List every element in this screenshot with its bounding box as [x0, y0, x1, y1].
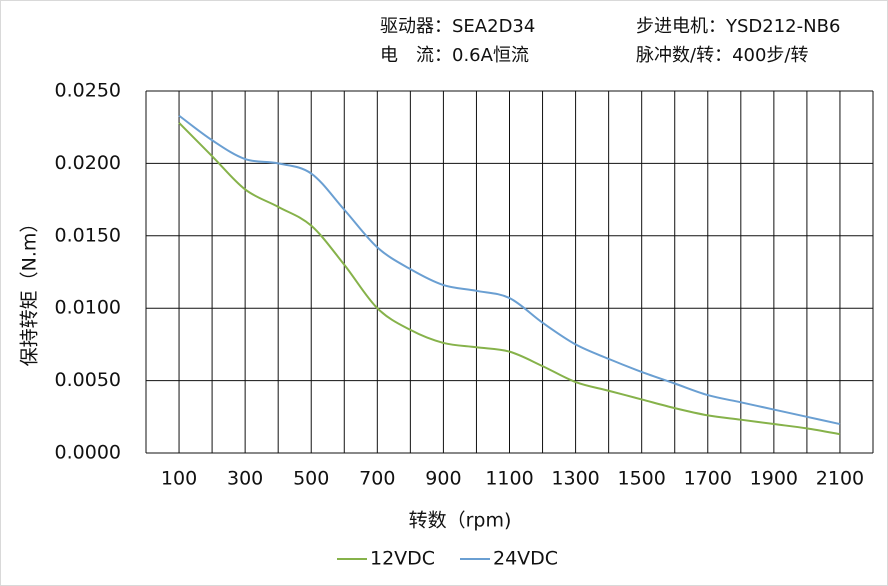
x-tick-label: 700	[359, 468, 395, 490]
x-tick-label: 900	[425, 468, 461, 490]
x-tick-label: 1100	[485, 468, 533, 490]
x-tick-label: 2100	[816, 468, 864, 490]
legend-label: 12VDC	[370, 548, 435, 570]
y-axis-label: 保持转矩（N.m）	[19, 214, 41, 367]
x-tick-label: 300	[227, 468, 263, 490]
series-line	[178, 122, 841, 436]
x-tick-label: 1700	[684, 468, 732, 490]
x-tick-label: 1900	[750, 468, 798, 490]
legend-label: 24VDC	[493, 548, 558, 570]
header-text: 驱动器：SEA2D34	[380, 16, 535, 37]
series-line	[178, 114, 841, 426]
x-tick-label: 1300	[551, 468, 599, 490]
header-text: 电 流：0.6A恒流	[380, 45, 529, 66]
x-tick-label: 100	[161, 468, 197, 490]
y-tick-label: 0.0250	[55, 80, 121, 102]
x-tick-label: 500	[293, 468, 329, 490]
y-tick-label: 0.0150	[55, 224, 121, 246]
y-tick-label: 0.0050	[55, 369, 121, 391]
y-tick-label: 0.0000	[55, 442, 121, 464]
x-tick-label: 1500	[618, 468, 666, 490]
x-axis-label: 转数（rpm)	[409, 510, 512, 532]
y-tick-label: 0.0200	[55, 152, 121, 174]
y-tick-label: 0.0100	[55, 297, 121, 319]
header-text: 步进电机：YSD212-NB6	[636, 16, 840, 37]
header-text: 脉冲数/转：400步/转	[636, 45, 809, 66]
